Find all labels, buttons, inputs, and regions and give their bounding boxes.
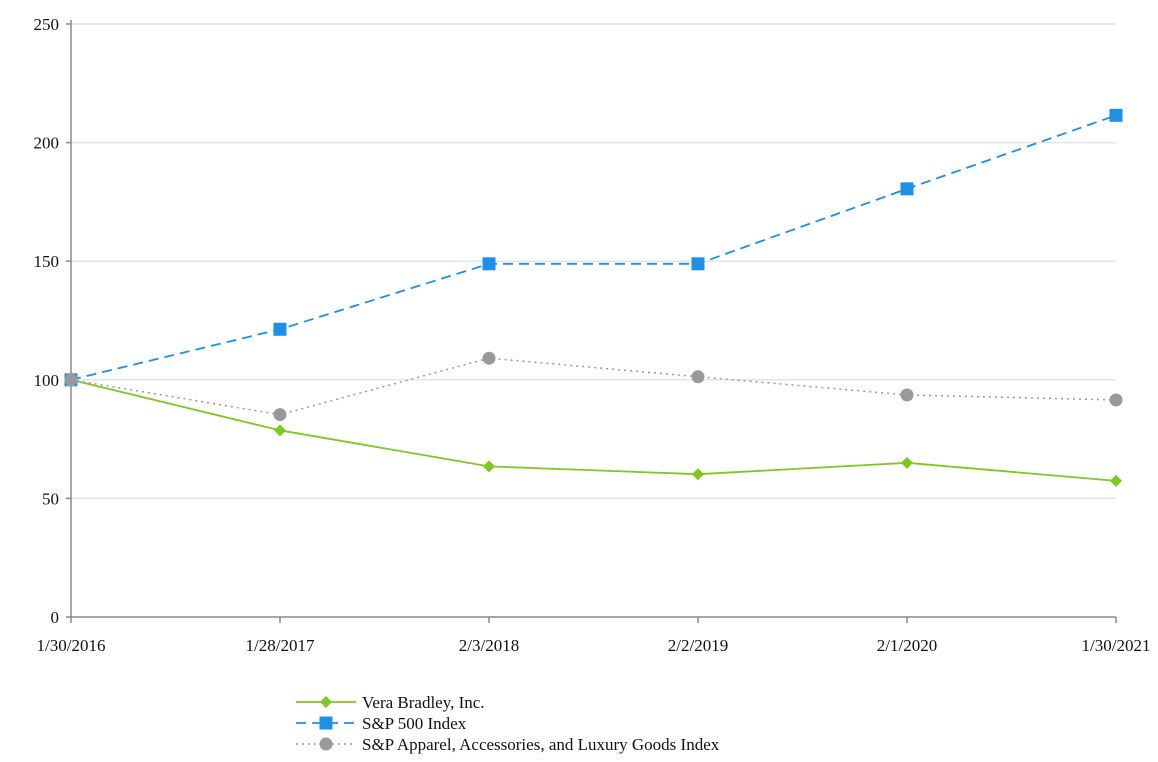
data-point-circle [1109, 393, 1123, 407]
x-tick-label: 2/3/2018 [459, 636, 519, 655]
x-tick-label: 1/28/2017 [246, 636, 315, 655]
x-tick-label: 1/30/2016 [37, 636, 106, 655]
data-point-square [691, 257, 705, 271]
y-tick-label: 0 [51, 608, 60, 627]
series-line [70, 378, 1117, 482]
legend-label: S&P 500 Index [362, 714, 467, 733]
y-tick-label: 100 [34, 371, 60, 390]
data-point-circle [900, 388, 914, 402]
series-diamond [65, 373, 1122, 487]
data-point-circle [482, 351, 496, 365]
series-circle [64, 351, 1123, 422]
series-line [70, 357, 1117, 416]
y-tick-label: 250 [34, 15, 60, 34]
data-point-diamond [1110, 474, 1122, 487]
data-point-diamond [901, 456, 913, 469]
y-axis-ticks: 0 50 100 150 200 250 [34, 15, 71, 627]
data-point-square [482, 257, 496, 271]
series-lines [64, 108, 1123, 487]
x-tick-label: 2/2/2019 [668, 636, 728, 655]
legend-item: Vera Bradley, Inc. [296, 693, 485, 712]
legend-marker-circle [319, 737, 333, 751]
gridlines [71, 23, 1116, 500]
legend-label: S&P Apparel, Accessories, and Luxury Goo… [362, 735, 720, 754]
data-point-circle [691, 370, 705, 384]
data-point-circle [64, 373, 78, 387]
legend-marker-square [319, 716, 333, 730]
data-point-diamond [483, 460, 495, 473]
legend: Vera Bradley, Inc. S&P 500 Index S&P Appar… [296, 693, 720, 754]
y-tick-label: 150 [34, 252, 60, 271]
series-square [64, 108, 1123, 387]
x-tick-label: 1/30/2021 [1082, 636, 1151, 655]
data-point-diamond [274, 424, 286, 437]
legend-marker-diamond [320, 696, 332, 708]
x-axis-ticks: 1/30/2016 1/28/2017 2/3/2018 2/2/2019 2/1/20… [37, 617, 1151, 655]
series-line [70, 114, 1117, 381]
x-tick-label: 2/1/2020 [877, 636, 937, 655]
data-point-square [273, 322, 287, 336]
data-point-square [1109, 108, 1123, 122]
legend-item: S&P Apparel, Accessories, and Luxury Goo… [296, 735, 720, 754]
data-point-diamond [692, 468, 704, 481]
legend-label: Vera Bradley, Inc. [362, 693, 485, 712]
y-tick-label: 200 [34, 134, 60, 153]
legend-item: S&P 500 Index [296, 714, 467, 733]
data-point-circle [273, 408, 287, 422]
axes [70, 20, 1116, 618]
y-tick-label: 50 [42, 489, 59, 508]
data-point-square [900, 182, 914, 196]
